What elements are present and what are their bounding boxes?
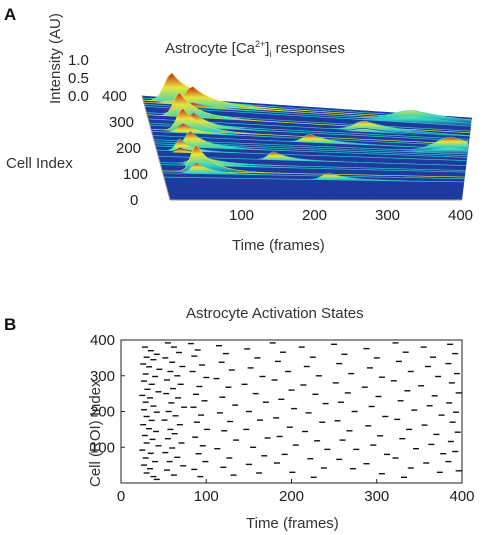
surface-ridge xyxy=(168,193,463,196)
x-tick-label: 100 xyxy=(229,207,254,224)
panel-a-x-ticks: 100 200 300 400 xyxy=(229,207,473,224)
x-tick-label: 400 xyxy=(449,488,474,505)
surface-ridge xyxy=(155,130,468,158)
y-tick-label: 400 xyxy=(102,88,127,105)
y-tick-label: 200 xyxy=(116,140,141,157)
surface-ridge xyxy=(168,195,463,197)
panel-b-title: Astrocyte Activation States xyxy=(186,305,364,322)
z-tick-label: 1.0 xyxy=(68,52,89,69)
surface-ridge xyxy=(163,174,465,181)
surface-ridge xyxy=(144,106,472,127)
x-tick-label: 300 xyxy=(375,207,400,224)
y-tick-label: 0 xyxy=(130,192,138,209)
x-tick-label: 200 xyxy=(279,488,304,505)
surface-ridge xyxy=(162,162,465,179)
y-tick-label: 400 xyxy=(90,332,115,349)
panel-a-y-ticks: 0 100 200 300 400 xyxy=(102,88,148,209)
y-tick-label: 100 xyxy=(123,166,148,183)
panel-b-plot-area xyxy=(120,339,463,484)
panel-a-letter: A xyxy=(4,5,16,24)
x-tick-label: 300 xyxy=(364,488,389,505)
panel-a-surface xyxy=(141,72,473,201)
z-tick-label: 0.0 xyxy=(68,88,89,105)
surface-ridge xyxy=(164,178,465,184)
panel-b-y-label: Cell (ROI) Index xyxy=(87,379,104,487)
surface-ridge xyxy=(162,144,465,178)
panel-a-z-ticks: 1.0 0.5 0.0 xyxy=(68,52,89,105)
y-axis-line xyxy=(141,95,171,201)
surface-ridge xyxy=(166,185,464,189)
x-tick-label: 0 xyxy=(117,488,125,505)
x-tick-label: 200 xyxy=(302,207,327,224)
panel-b-y-ticks: 100 200 300 400 xyxy=(90,332,125,456)
surface-ridge xyxy=(167,191,463,194)
panel-a-title: Astrocyte [Ca2+]i responses xyxy=(165,39,345,59)
surface-ridge xyxy=(152,133,469,150)
panel-a-z-label: Intensity (AU) xyxy=(47,13,64,104)
panel-a-axes xyxy=(141,95,462,201)
surface-ridge xyxy=(165,183,464,188)
panel-a-y-label: Cell Index xyxy=(6,155,73,172)
surface-ridge xyxy=(163,172,465,183)
surface-ridge xyxy=(169,197,463,199)
y-tick-label: 300 xyxy=(109,114,134,131)
surface-ridge xyxy=(157,153,467,165)
y-tick-label: 300 xyxy=(90,368,115,385)
panel-a-x-label: Time (frames) xyxy=(232,237,325,254)
surface-ridge xyxy=(149,112,470,142)
y-tick-label: 200 xyxy=(90,404,115,421)
panel-b-raster xyxy=(139,342,462,481)
surface-ridge xyxy=(167,189,464,193)
surface-ridge xyxy=(158,151,467,166)
panel-b-letter: B xyxy=(4,315,16,334)
x-tick-label: 400 xyxy=(448,207,473,224)
z-tick-label: 0.5 xyxy=(68,70,89,87)
panel-b-x-label: Time (frames) xyxy=(246,515,339,532)
x-tick-label: 100 xyxy=(194,488,219,505)
surface-ridge xyxy=(159,154,466,171)
panel-b-x-ticks: 0 100 200 300 400 xyxy=(117,479,475,505)
y-tick-label: 100 xyxy=(90,439,115,456)
surface-ridge xyxy=(146,91,471,134)
surface-ridge xyxy=(156,138,467,161)
surface-ridge xyxy=(155,147,468,160)
surface-ridge xyxy=(164,181,464,186)
surface-ridge xyxy=(166,187,464,191)
surface-ridge xyxy=(157,147,467,163)
